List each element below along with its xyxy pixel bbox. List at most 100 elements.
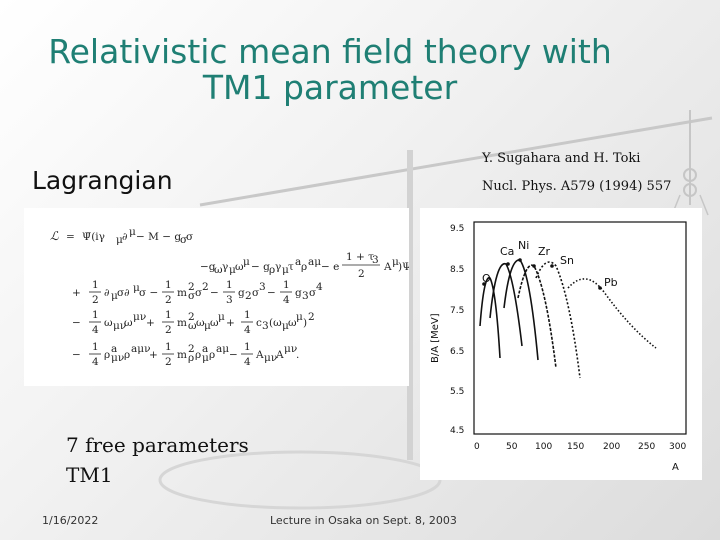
svg-text:σ: σ: [252, 287, 259, 299]
svg-text:2: 2: [165, 294, 172, 306]
svg-text:1: 1: [92, 279, 99, 291]
nucleus-label: Ca: [500, 245, 514, 258]
reference-authors: Y. Sugahara and H. Toki: [482, 151, 641, 166]
x-tick-label: 300: [669, 442, 686, 452]
y-tick-label: 5.5: [450, 387, 464, 397]
svg-text:ω: ω: [235, 261, 244, 273]
svg-text:2: 2: [245, 290, 252, 302]
svg-text:∂: ∂: [104, 287, 110, 299]
svg-text:μ: μ: [243, 256, 250, 268]
svg-text:+: +: [149, 349, 158, 361]
svg-text:−: −: [229, 349, 238, 361]
svg-text:2: 2: [188, 281, 195, 293]
svg-text:ρ: ρ: [301, 261, 307, 273]
svg-text:γ: γ: [222, 261, 228, 273]
svg-text:σ: σ: [195, 287, 202, 299]
svg-text:A: A: [383, 261, 392, 273]
svg-text:4: 4: [92, 324, 99, 336]
x-tick-label: 50: [506, 442, 518, 452]
svg-text:a: a: [111, 343, 117, 355]
svg-text:+: +: [72, 287, 81, 299]
data-points: [482, 258, 602, 290]
svg-text:−: −: [267, 287, 276, 299]
svg-text:(ω: (ω: [269, 317, 282, 329]
svg-text:σ −: σ −: [139, 287, 158, 299]
svg-text:)Ψ: )Ψ: [398, 261, 409, 273]
svg-text:μν: μν: [113, 320, 126, 332]
reference-journal: Nucl. Phys. A579 (1994) 557: [482, 179, 672, 194]
x-tick-label: 250: [638, 442, 655, 452]
svg-text:μ: μ: [296, 311, 303, 323]
svg-text:ω: ω: [124, 317, 133, 329]
svg-text:): ): [303, 317, 307, 329]
svg-text:μν: μν: [284, 343, 297, 355]
x-axis-label: A: [672, 462, 679, 473]
svg-text:ℒ: ℒ: [50, 229, 59, 243]
y-axis-label: B/A [MeV]: [430, 313, 441, 363]
svg-text:μ: μ: [133, 282, 140, 294]
plot-frame: [473, 221, 687, 435]
svg-text:4: 4: [92, 356, 99, 368]
svg-text:.: .: [296, 349, 299, 361]
svg-text:m: m: [177, 287, 187, 299]
svg-text:ρ: ρ: [195, 349, 201, 361]
svg-text:−: −: [72, 317, 81, 329]
svg-text:2: 2: [188, 311, 195, 323]
y-tick-label: 8.5: [450, 265, 464, 275]
x-tick-label: 150: [567, 442, 584, 452]
svg-text:1: 1: [244, 341, 251, 353]
svg-text:A: A: [275, 349, 284, 361]
svg-text:σ: σ: [186, 231, 193, 243]
svg-text:1: 1: [165, 279, 172, 291]
svg-text:4: 4: [283, 294, 290, 306]
svg-text:μ: μ: [116, 234, 123, 246]
svg-text:3: 3: [226, 294, 233, 306]
svg-text:A: A: [255, 349, 264, 361]
svg-text:g: g: [238, 287, 245, 299]
svg-text:+: +: [146, 317, 155, 329]
svg-text:Ψ̄(iγ: Ψ̄(iγ: [82, 231, 105, 243]
svg-text:4: 4: [316, 281, 323, 293]
svg-text:ω: ω: [214, 264, 223, 276]
isotope-chain-curves: [479, 259, 657, 379]
svg-text:ρ: ρ: [188, 352, 194, 364]
lagrangian-heading: Lagrangian: [32, 166, 173, 195]
svg-text:3: 3: [302, 290, 309, 302]
svg-text:+: +: [226, 317, 235, 329]
svg-text:σ: σ: [188, 290, 195, 302]
svg-text:μ: μ: [282, 264, 289, 276]
parameters-note: 7 free parameters TM1: [66, 430, 249, 490]
svg-text:1: 1: [165, 341, 172, 353]
svg-text:a: a: [295, 256, 301, 268]
y-tick-label: 9.5: [450, 224, 464, 234]
svg-text:2: 2: [308, 311, 315, 323]
svg-text:γ: γ: [275, 261, 281, 273]
svg-text:2: 2: [188, 343, 195, 355]
svg-text:μ: μ: [111, 290, 118, 302]
svg-text:ρ: ρ: [269, 264, 275, 276]
svg-text:τ: τ: [288, 261, 294, 273]
svg-text:ρ: ρ: [104, 349, 110, 361]
svg-text:μν: μν: [264, 352, 277, 364]
svg-text:μν: μν: [133, 311, 146, 323]
svg-text:− M − g: − M − g: [136, 231, 181, 243]
nucleus-label: Ni: [518, 239, 529, 252]
nucleus-label: Pb: [604, 276, 618, 289]
svg-text:g: g: [295, 287, 302, 299]
svg-text:μ: μ: [129, 226, 136, 238]
slide-title: Relativistic mean field theory with TM1 …: [0, 34, 660, 106]
nucleus-label: O: [482, 272, 491, 285]
svg-text:3: 3: [372, 254, 379, 266]
svg-text:ω: ω: [188, 320, 197, 332]
note-line-2: TM1: [66, 463, 113, 487]
y-tick-label: 4.5: [450, 426, 464, 436]
title-line-1: Relativistic mean field theory with: [48, 32, 612, 71]
svg-text:1: 1: [165, 309, 172, 321]
svg-text:σ: σ: [309, 287, 316, 299]
svg-text:1: 1: [283, 279, 290, 291]
svg-text:1 + τ: 1 + τ: [346, 251, 374, 263]
svg-text:ω: ω: [104, 317, 113, 329]
binding-energy-plot-image: B/A [MeV] A 9.5 8.5 7.5 6.5 5.5 4.5 0 50…: [420, 208, 702, 480]
